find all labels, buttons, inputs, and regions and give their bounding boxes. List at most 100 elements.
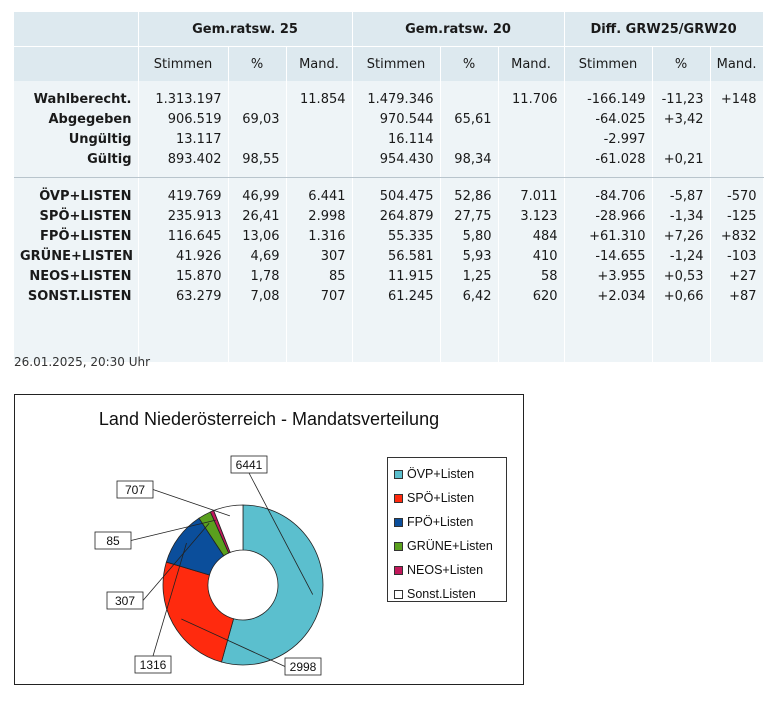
row-label: FPÖ+LISTEN xyxy=(14,226,139,246)
table-cell: +27 xyxy=(710,266,764,286)
spacer-cell xyxy=(564,177,653,186)
spacer-cell xyxy=(138,177,229,186)
spacer-cell xyxy=(564,81,653,89)
row-label: GRÜNE+LISTEN xyxy=(14,246,139,266)
table-cell: 504.475 xyxy=(352,186,441,206)
table-cell: -570 xyxy=(710,186,764,206)
table-cell: -1,34 xyxy=(652,206,711,226)
table-cell: -2.997 xyxy=(564,129,653,149)
legend-swatch xyxy=(394,589,403,599)
table-cell: 69,03 xyxy=(228,109,287,129)
table-cell: 264.879 xyxy=(352,206,441,226)
table-cell: 65,61 xyxy=(440,109,499,129)
legend-item: GRÜNE+Listen xyxy=(394,534,500,558)
table-cell: 2.998 xyxy=(286,206,353,226)
table-cell: 98,55 xyxy=(228,149,287,169)
data-label-box xyxy=(116,480,154,499)
donut-slice xyxy=(220,504,324,666)
spacer-cell xyxy=(352,177,441,186)
column-header: Stimmen xyxy=(138,46,229,81)
spacer-cell xyxy=(14,177,139,186)
spacer-cell xyxy=(14,169,139,178)
table-cell: 55.335 xyxy=(352,226,441,246)
legend-swatch xyxy=(394,541,403,551)
table-cell: 116.645 xyxy=(138,226,229,246)
leader-line xyxy=(248,472,314,595)
table-cell: 16.114 xyxy=(352,129,441,149)
table-cell: +61.310 xyxy=(564,226,653,246)
spacer-cell xyxy=(710,306,764,362)
spacer-cell xyxy=(652,306,711,362)
spacer-cell xyxy=(564,306,653,362)
table-row: SPÖ+LISTEN 235.913 26,41 2.998 264.879 27,75 3… xyxy=(14,206,764,226)
legend-swatch xyxy=(394,517,403,527)
spacer-cell xyxy=(710,177,764,186)
column-header: Stimmen xyxy=(564,46,653,81)
row-label: SONST.LISTEN xyxy=(14,286,139,306)
column-header: % xyxy=(228,46,287,81)
column-header: Mand. xyxy=(286,46,353,81)
legend-label: Sonst.Listen xyxy=(407,587,476,601)
row-label: Gültig xyxy=(14,149,139,169)
column-header: Stimmen xyxy=(352,46,441,81)
group-header: Gem.ratsw. 20 xyxy=(352,12,565,47)
table-cell xyxy=(440,129,499,149)
table-cell xyxy=(652,129,711,149)
spacer-cell xyxy=(498,169,565,178)
table-cell: 6.441 xyxy=(286,186,353,206)
spacer-cell xyxy=(352,81,441,89)
table-cell: 56.581 xyxy=(352,246,441,266)
table-cell: 5,80 xyxy=(440,226,499,246)
spacer-cell xyxy=(652,177,711,186)
timestamp: 26.01.2025, 20:30 Uhr xyxy=(14,355,151,369)
table-cell: 620 xyxy=(498,286,565,306)
column-header: % xyxy=(440,46,499,81)
column-header: Mand. xyxy=(498,46,565,81)
table-cell: -64.025 xyxy=(564,109,653,129)
table-cell: 85 xyxy=(286,266,353,286)
table-row: Ungültig 13.117 16.114 -2.997 xyxy=(14,129,764,149)
legend-label: FPÖ+Listen xyxy=(407,515,474,529)
chart-title: Land Niederösterreich - Mandatsverteilun… xyxy=(98,409,440,429)
table-row: Wahlberecht. 1.313.197 11.854 1.479.346 11.7… xyxy=(14,89,764,109)
spacer-cell xyxy=(138,169,229,178)
spacer-row xyxy=(14,177,764,186)
table-cell: 61.245 xyxy=(352,286,441,306)
spacer-cell xyxy=(440,177,499,186)
chart-legend: ÖVP+Listen SPÖ+Listen FPÖ+Listen GRÜNE+List… xyxy=(387,457,507,602)
table-cell: 46,99 xyxy=(228,186,287,206)
table-cell: -1,24 xyxy=(652,246,711,266)
spacer-cell xyxy=(564,169,653,178)
table-cell: -84.706 xyxy=(564,186,653,206)
table-cell: 235.913 xyxy=(138,206,229,226)
spacer-cell xyxy=(710,81,764,89)
table-row: GRÜNE+LISTEN 41.926 4,69 307 56.581 5,93 410 -1… xyxy=(14,246,764,266)
legend-item: SPÖ+Listen xyxy=(394,486,500,510)
legend-swatch xyxy=(394,565,403,575)
table-cell: +3,42 xyxy=(652,109,711,129)
table-cell: +0,53 xyxy=(652,266,711,286)
row-label: NEOS+LISTEN xyxy=(14,266,139,286)
table-cell: -61.028 xyxy=(564,149,653,169)
column-header: % xyxy=(652,46,711,81)
row-label: Abgegeben xyxy=(14,109,139,129)
table-cell: 15.870 xyxy=(138,266,229,286)
spacer-cell xyxy=(14,306,139,362)
spacer-cell xyxy=(352,306,441,362)
spacer-cell xyxy=(440,81,499,89)
table-cell: 1,78 xyxy=(228,266,287,286)
table-cell: 1,25 xyxy=(440,266,499,286)
table-cell: +7,26 xyxy=(652,226,711,246)
table-cell: 307 xyxy=(286,246,353,266)
group-header-row: Gem.ratsw. 25 Gem.ratsw. 20 Diff. GRW25/GR… xyxy=(14,12,764,47)
table-cell xyxy=(286,129,353,149)
table-cell xyxy=(710,129,764,149)
table-cell: 3.123 xyxy=(498,206,565,226)
data-label: 707 xyxy=(125,483,145,497)
table-cell: 27,75 xyxy=(440,206,499,226)
table-cell: -103 xyxy=(710,246,764,266)
table-cell: 1.313.197 xyxy=(138,89,229,109)
header-corner xyxy=(14,46,139,81)
table-cell: 906.519 xyxy=(138,109,229,129)
leader-line xyxy=(152,489,231,517)
